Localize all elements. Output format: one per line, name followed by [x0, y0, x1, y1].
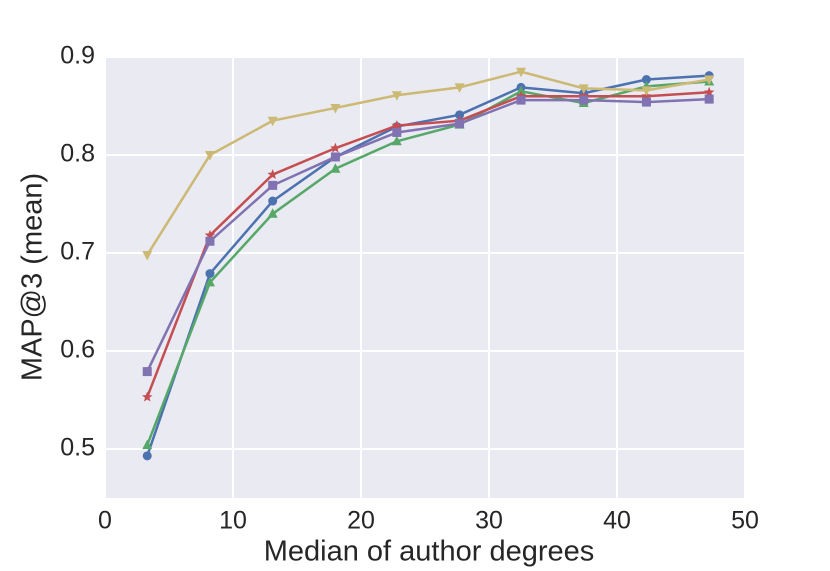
marker [391, 91, 402, 101]
marker [392, 127, 402, 137]
marker [204, 229, 216, 240]
x-tick-label: 30 [475, 507, 503, 535]
marker [142, 391, 153, 402]
marker [455, 119, 465, 129]
series-line [146, 74, 710, 457]
marker [142, 250, 153, 261]
marker [142, 451, 152, 461]
marker [267, 116, 278, 127]
marker [142, 367, 152, 377]
marker [268, 196, 278, 206]
x-tick-label: 10 [219, 507, 247, 535]
marker [703, 86, 715, 97]
marker [641, 97, 651, 107]
marker [267, 208, 278, 218]
marker [330, 142, 341, 153]
marker [704, 75, 715, 86]
marker [330, 163, 341, 173]
marker [142, 439, 153, 450]
x-tick-label: 20 [347, 507, 375, 535]
marker [330, 152, 340, 162]
marker [455, 110, 465, 120]
series-line [146, 80, 710, 446]
marker [330, 103, 341, 114]
x-axis-label: Median of author degrees [264, 536, 595, 568]
marker [267, 169, 278, 180]
marker [516, 85, 526, 96]
marker [579, 95, 589, 105]
series-line [146, 70, 710, 256]
marker [641, 86, 652, 96]
series-line [146, 97, 710, 373]
marker [516, 95, 526, 105]
marker [704, 94, 714, 104]
marker [268, 180, 278, 190]
y-axis-label: MAP@3 (mean) [17, 173, 49, 381]
x-tick-label: 50 [731, 507, 759, 535]
marker [391, 135, 402, 146]
marker [205, 269, 215, 279]
marker [205, 236, 215, 246]
marker [516, 67, 526, 78]
y-tick-label: 0.7 [60, 238, 95, 266]
y-tick-label: 0.9 [60, 42, 95, 70]
y-tick-label: 0.8 [60, 140, 95, 168]
marker [391, 120, 403, 131]
x-tick-label: 40 [603, 507, 631, 535]
y-tick-label: 0.5 [60, 434, 95, 462]
series-line [146, 91, 710, 398]
marker [641, 75, 651, 85]
marker [578, 84, 589, 94]
marker [204, 276, 215, 287]
x-tick-label: 0 [98, 507, 112, 535]
y-tick-label: 0.6 [60, 336, 95, 364]
marker [454, 83, 465, 93]
marker [204, 151, 215, 161]
